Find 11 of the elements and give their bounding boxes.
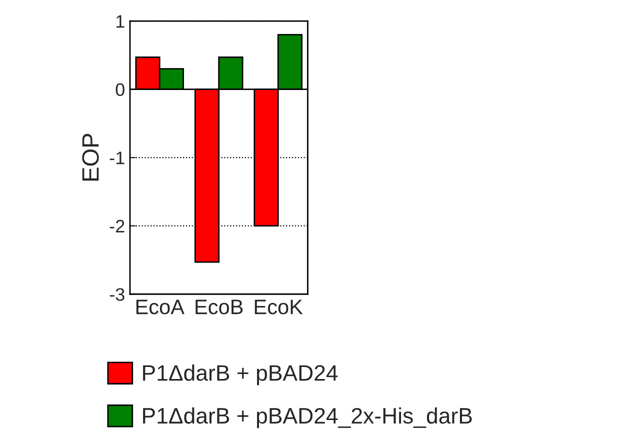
y-tick-label: 0 — [116, 83, 124, 96]
legend-label: P1ΔdarB + pBAD24_2x-His_darB — [143, 407, 472, 428]
x-tick-label: EcoB — [196, 300, 243, 314]
y-tick-label: -3 — [110, 288, 124, 301]
x-tick-label: EcoK — [254, 300, 303, 314]
legend-label: P1ΔdarB + pBAD24 — [143, 364, 338, 386]
x-tick-label: EcoA — [136, 300, 184, 314]
y-tick-label: 1 — [116, 15, 124, 28]
y-axis-title: EOP — [82, 134, 99, 181]
y-tick-label: -1 — [110, 152, 124, 164]
y-tick-label: -2 — [110, 220, 124, 232]
